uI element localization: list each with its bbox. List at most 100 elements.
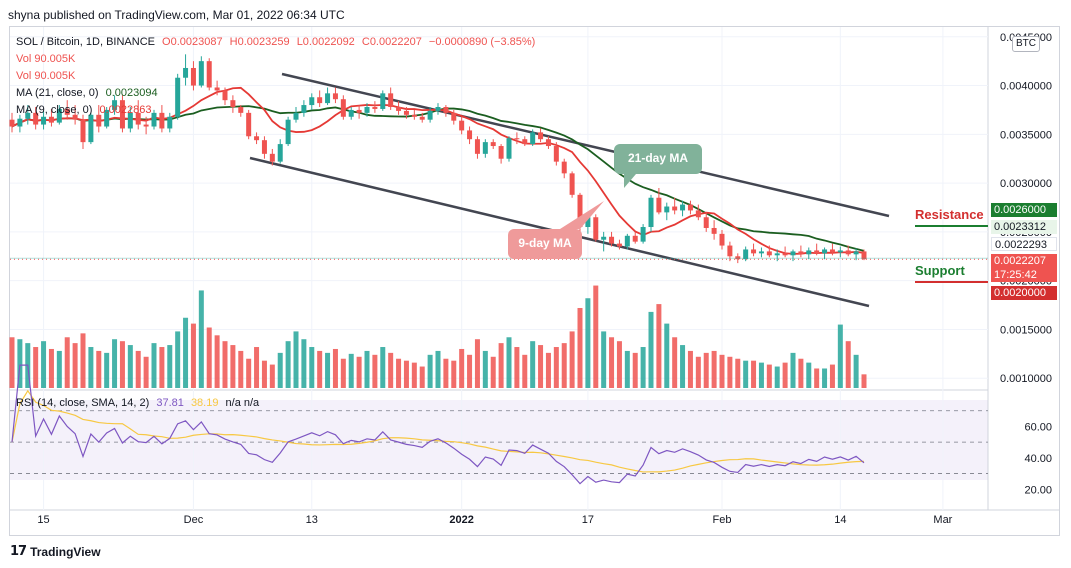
candle-body — [467, 130, 473, 140]
brand-name: TradingView — [30, 544, 101, 559]
rsi-label[interactable]: RSI (14, close, SMA, 14, 2) — [16, 397, 150, 409]
candle-body — [585, 217, 591, 228]
candle-body — [175, 77, 181, 117]
volume-bar — [806, 362, 812, 388]
volume-bar — [427, 354, 433, 388]
candle-body — [806, 250, 812, 255]
volume-bar — [640, 347, 646, 388]
candle-body — [774, 253, 780, 256]
candle-body — [790, 251, 796, 256]
open-value: O0.0023087 — [162, 36, 223, 48]
candle-body — [498, 146, 504, 159]
candle-body — [482, 142, 488, 154]
candle-body — [88, 114, 94, 143]
time-axis-label: 2022 — [449, 514, 473, 526]
volume-bar — [648, 311, 654, 388]
time-axis-label: 13 — [306, 514, 318, 526]
chart-frame[interactable] — [9, 26, 1060, 536]
legend-ma21-row: MA (21, close, 0) 0.0023094 — [16, 87, 162, 99]
candle-body — [325, 93, 331, 104]
price-axis-label: 0.0030000 — [1000, 178, 1052, 190]
volume-bar — [175, 331, 181, 388]
candle-body — [743, 249, 749, 260]
candle-body — [254, 136, 260, 141]
volume-bar — [246, 358, 252, 388]
volume-bar — [829, 364, 835, 388]
rsi-sma-value: 38.19 — [190, 397, 219, 409]
volume-bar — [624, 350, 630, 388]
volume-bar — [80, 333, 86, 388]
candle-body — [72, 114, 78, 120]
ma21-callout-label: 21-day MA — [628, 151, 688, 165]
volume-bar — [735, 358, 741, 388]
candle-body — [822, 249, 828, 254]
volume-bar — [498, 343, 504, 388]
volume-bar — [301, 339, 307, 388]
candle-body — [514, 138, 520, 140]
volume-bar — [230, 345, 236, 388]
ma9-label[interactable]: MA (9, close, 0) — [16, 104, 93, 116]
volume-bar — [261, 360, 267, 388]
candle-body — [672, 206, 678, 211]
candle-body — [545, 139, 551, 147]
candle-body — [735, 256, 741, 260]
volume-bar — [143, 356, 149, 388]
candle-body — [206, 61, 212, 88]
volume-bar — [435, 350, 441, 388]
support-price-tag: 0.0020000 — [991, 286, 1057, 300]
volume-bar — [41, 341, 47, 388]
candle-body — [798, 251, 804, 255]
candle-body — [782, 253, 788, 256]
support-annotation: Support — [915, 263, 965, 278]
volume-bar — [104, 352, 110, 388]
countdown-tag: 17:25:42 — [991, 268, 1057, 282]
candle-body — [388, 93, 394, 108]
volume-bar — [774, 366, 780, 388]
candle-body — [332, 93, 338, 100]
resistance-price-tag: 0.0026000 — [991, 203, 1057, 217]
volume-bar — [151, 343, 157, 388]
candle-body — [41, 116, 47, 125]
candle-body — [814, 250, 820, 254]
volume-bar — [703, 352, 709, 388]
volume-bar — [167, 345, 173, 388]
time-axis-label: Feb — [713, 514, 732, 526]
legend-symbol-row: SOL / Bitcoin, 1D, BINANCE O0.0023087 H0… — [16, 36, 539, 48]
volume-label-2[interactable]: Vol 90.005K — [16, 70, 76, 82]
candle-body — [167, 116, 173, 129]
candle-body — [56, 108, 62, 123]
volume-bar — [285, 341, 291, 388]
ma9-price-tag: 0.0022293 — [991, 237, 1057, 251]
volume-bar — [538, 345, 544, 388]
candle-body — [151, 112, 157, 127]
candle-body — [348, 109, 354, 117]
volume-label-1[interactable]: Vol 90.005K — [16, 53, 76, 65]
candle-body — [616, 243, 622, 247]
published-line: shyna published on TradingView.com, Mar … — [8, 8, 345, 22]
volume-bar — [672, 337, 678, 388]
candle-body — [25, 112, 31, 119]
volume-bar — [396, 358, 402, 388]
time-axis-label: 15 — [37, 514, 49, 526]
rsi-axis-label: 60.00 — [1024, 421, 1052, 433]
volume-bar — [419, 366, 425, 388]
volume-bar — [577, 307, 583, 388]
candle-body — [159, 112, 165, 129]
candle-body — [648, 197, 654, 228]
volume-bar — [56, 350, 62, 388]
candle-body — [695, 210, 701, 218]
ma21-label[interactable]: MA (21, close, 0) — [16, 87, 99, 99]
candle-body — [435, 107, 441, 111]
time-axis-label: 14 — [834, 514, 846, 526]
candle-body — [372, 107, 378, 109]
volume-bar — [190, 323, 196, 388]
currency-badge[interactable]: BTC — [1012, 36, 1040, 52]
tradingview-brand[interactable]: 17 TradingView — [10, 544, 101, 559]
price-axis-label: 0.0015000 — [1000, 324, 1052, 336]
candle-body — [687, 204, 693, 211]
candle-body — [230, 100, 236, 108]
candle-body — [246, 112, 252, 137]
volume-bar — [553, 347, 559, 388]
symbol-label[interactable]: SOL / Bitcoin, 1D, BINANCE — [16, 36, 155, 48]
